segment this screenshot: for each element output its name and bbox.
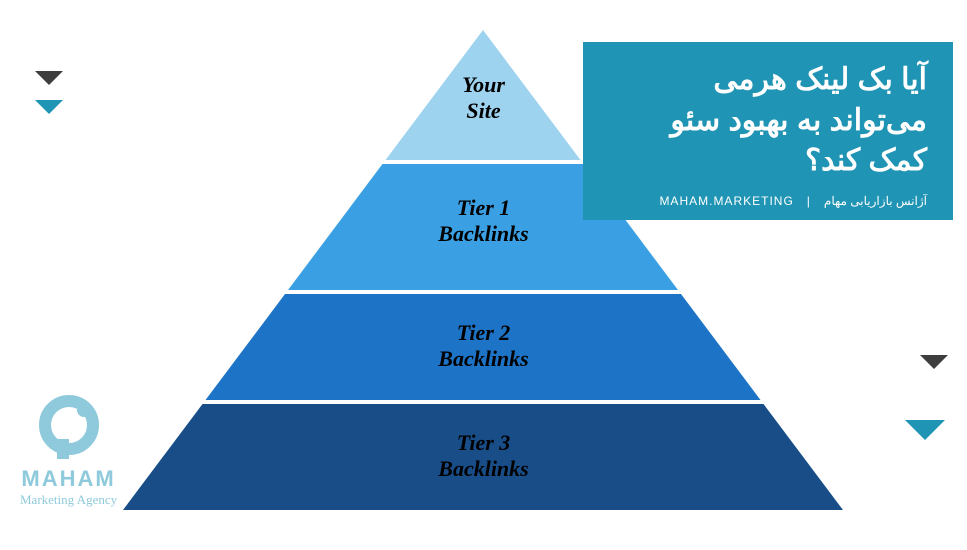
logo-subtext: Marketing Agency	[20, 492, 117, 508]
callout-sub-divider: |	[798, 194, 819, 208]
brand-logo: MAHAM Marketing Agency	[20, 395, 117, 508]
logo-mark-icon	[20, 395, 117, 466]
callout-subtitle: MAHAM.MARKETING | آژانس بازاریابی مهام	[609, 194, 927, 208]
infographic-canvas: Your Site Tier 1 Backlinks Tier 2 Backli…	[0, 0, 967, 550]
pyramid-tier-label-2: Tier 2 Backlinks	[334, 320, 634, 372]
headline-callout: آیا بک لینک هرمی می‌تواند به بهبود سئو ک…	[583, 42, 953, 220]
logo-text: MAHAM	[20, 466, 117, 492]
pyramid-tier-label-3: Tier 3 Backlinks	[334, 430, 634, 482]
callout-title: آیا بک لینک هرمی می‌تواند به بهبود سئو ک…	[609, 60, 927, 182]
callout-sub-left: MAHAM.MARKETING	[659, 194, 793, 208]
callout-sub-right: آژانس بازاریابی مهام	[824, 194, 927, 208]
